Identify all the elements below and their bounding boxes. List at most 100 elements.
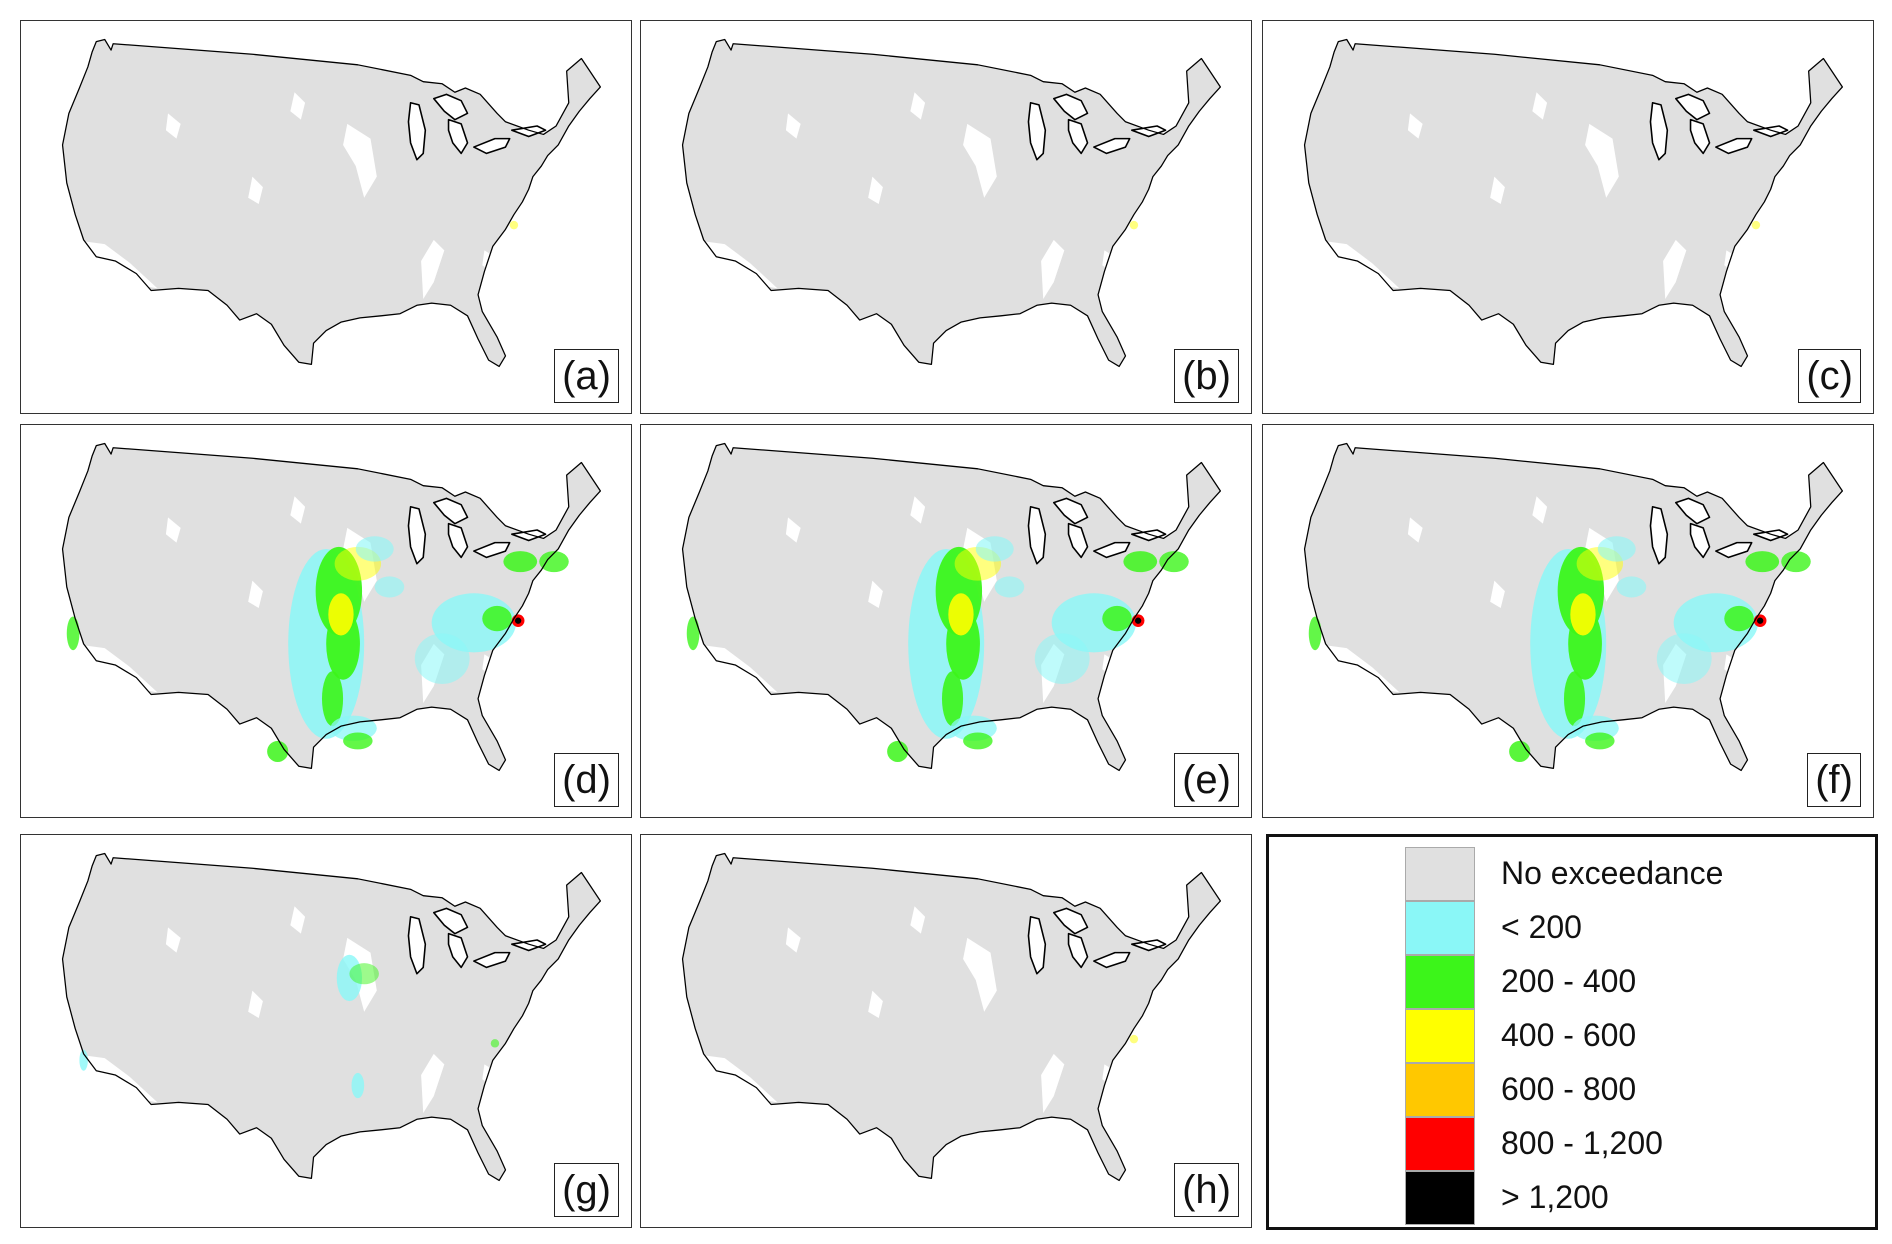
no-data-area bbox=[165, 113, 181, 139]
exceedance-area bbox=[1585, 732, 1615, 750]
map-panel-e: (e) bbox=[640, 424, 1252, 818]
great-lake bbox=[473, 951, 511, 969]
coastline bbox=[681, 38, 1222, 368]
us-landmass bbox=[682, 39, 1221, 367]
great-lake bbox=[1027, 101, 1047, 161]
great-lake bbox=[1689, 522, 1711, 559]
no-data-area bbox=[963, 937, 997, 1012]
exceedance-area bbox=[509, 220, 519, 230]
exceedance-area bbox=[321, 671, 344, 727]
map-group bbox=[681, 852, 1222, 1182]
map-group bbox=[681, 38, 1222, 368]
no-data-area bbox=[73, 1053, 158, 1103]
legend: No exceedance < 200 200 - 400 400 - 600 … bbox=[1266, 834, 1878, 1230]
map-group bbox=[61, 38, 602, 368]
great-lake bbox=[1093, 951, 1131, 969]
exceedance-area bbox=[349, 963, 379, 985]
great-lake bbox=[1674, 93, 1711, 121]
map-panel-a: (a) bbox=[20, 20, 632, 414]
no-data-area bbox=[1315, 239, 1400, 289]
legend-item-200-400: 200 - 400 bbox=[1405, 955, 1865, 1009]
exceedance-area bbox=[1751, 220, 1761, 230]
exceedance-area bbox=[374, 576, 405, 598]
exceedance-area bbox=[79, 1049, 88, 1071]
exceedance-area bbox=[1159, 551, 1189, 573]
exceedance-area bbox=[686, 616, 700, 651]
exceedance-area bbox=[66, 616, 80, 651]
panel-label: (e) bbox=[1174, 753, 1239, 807]
great-lake bbox=[1674, 497, 1711, 525]
no-data-area bbox=[693, 643, 778, 693]
great-lake bbox=[432, 93, 469, 121]
map-group bbox=[681, 442, 1222, 772]
great-lake bbox=[1093, 137, 1131, 155]
great-lake bbox=[1027, 505, 1047, 565]
us-map bbox=[1303, 442, 1844, 772]
great-lake bbox=[1131, 939, 1167, 952]
great-lake bbox=[1093, 541, 1131, 559]
great-lake bbox=[1753, 125, 1789, 138]
no-data-area bbox=[1041, 1053, 1065, 1113]
coastline bbox=[681, 852, 1222, 1182]
exceedance-area bbox=[1308, 616, 1322, 651]
legend-item-800-1200: 800 - 1,200 bbox=[1405, 1117, 1865, 1171]
exceedance-area bbox=[1129, 220, 1139, 230]
no-data-area bbox=[1585, 123, 1619, 198]
no-data-area bbox=[1102, 250, 1115, 272]
legend-swatch bbox=[1405, 1171, 1475, 1225]
legend-swatch bbox=[1405, 955, 1475, 1009]
coastline bbox=[61, 442, 602, 772]
panel-label: (h) bbox=[1174, 1163, 1239, 1217]
legend-swatch bbox=[1405, 901, 1475, 955]
no-data-area bbox=[73, 239, 158, 289]
no-data-area bbox=[421, 239, 445, 299]
map-group bbox=[1303, 442, 1844, 772]
us-map bbox=[61, 852, 602, 1182]
no-data-area bbox=[1490, 580, 1505, 609]
great-lake bbox=[473, 137, 511, 155]
exceedance-area bbox=[994, 576, 1025, 598]
great-lake bbox=[447, 522, 469, 559]
us-map bbox=[1303, 38, 1844, 368]
exceedance-area bbox=[343, 732, 373, 750]
coastline bbox=[61, 38, 602, 368]
panel-label: (d) bbox=[554, 753, 619, 807]
exceedance-area bbox=[1570, 593, 1596, 636]
coastline bbox=[681, 442, 1222, 772]
no-data-area bbox=[963, 123, 997, 198]
no-data-area bbox=[1724, 250, 1737, 272]
legend-swatch bbox=[1405, 1063, 1475, 1117]
no-data-area bbox=[165, 517, 181, 543]
great-lake bbox=[1067, 522, 1089, 559]
exceedance-area bbox=[514, 617, 522, 624]
no-data-area bbox=[1663, 239, 1687, 299]
great-lake bbox=[1689, 118, 1711, 155]
panel-label: (a) bbox=[554, 349, 619, 403]
great-lake bbox=[1052, 497, 1089, 525]
great-lake bbox=[1052, 93, 1089, 121]
no-data-area bbox=[1490, 176, 1505, 205]
us-map bbox=[61, 38, 602, 368]
great-lake bbox=[1649, 101, 1669, 161]
great-lake bbox=[1131, 125, 1167, 138]
map-panel-h: (h) bbox=[640, 834, 1252, 1228]
great-lake bbox=[407, 915, 427, 975]
no-data-area bbox=[165, 927, 181, 953]
no-data-area bbox=[693, 239, 778, 289]
exceedance-area bbox=[975, 536, 1014, 562]
exceedance-area bbox=[351, 1072, 365, 1099]
exceedance-area bbox=[482, 605, 512, 632]
great-lake bbox=[1753, 529, 1789, 542]
us-landmass bbox=[1304, 39, 1843, 367]
exceedance-area bbox=[1597, 536, 1636, 562]
map-panel-d: (d) bbox=[20, 424, 632, 818]
exceedance-area bbox=[1781, 551, 1811, 573]
map-group bbox=[61, 852, 602, 1182]
exceedance-area bbox=[1745, 551, 1780, 573]
exceedance-area bbox=[267, 740, 289, 763]
us-map bbox=[61, 442, 602, 772]
no-data-area bbox=[1407, 517, 1423, 543]
exceedance-area bbox=[1756, 617, 1764, 624]
great-lake bbox=[1649, 505, 1669, 565]
legend-label: No exceedance bbox=[1501, 855, 1724, 891]
